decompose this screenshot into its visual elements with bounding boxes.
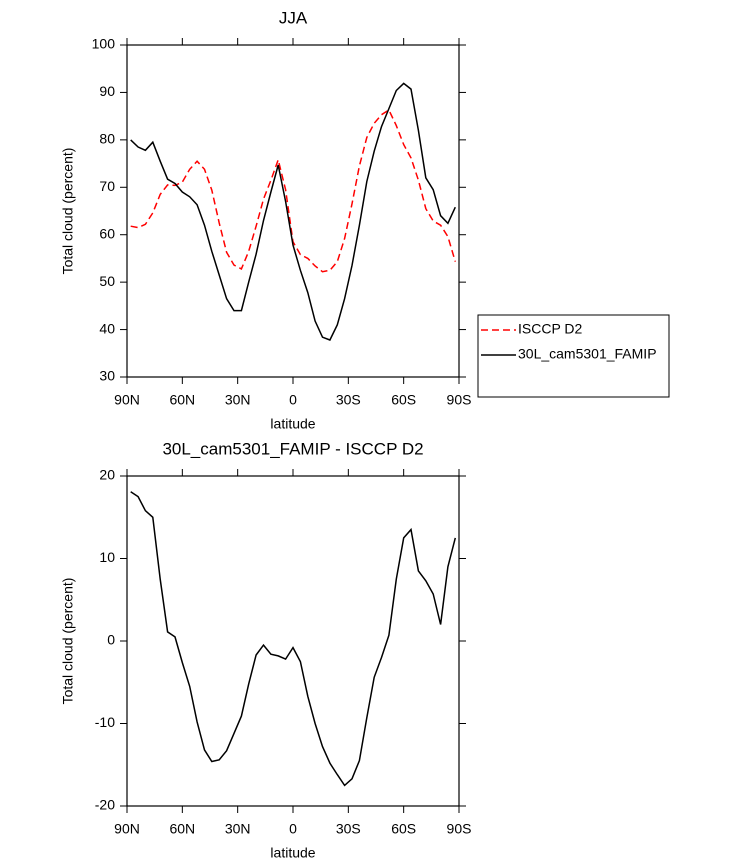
y-tick-label: 50 [99, 273, 115, 289]
y-tick-label: 20 [99, 467, 115, 483]
x-tick-label: 30S [336, 821, 361, 837]
x-tick-label: 90N [114, 821, 140, 837]
x-tick-label: 60S [391, 821, 416, 837]
chart-title: JJA [279, 8, 308, 27]
x-axis-label: latitude [270, 845, 315, 861]
x-tick-label: 30N [225, 821, 251, 837]
y-tick-label: 10 [99, 549, 115, 565]
y-tick-label: 70 [99, 178, 115, 194]
x-tick-label: 90S [447, 821, 472, 837]
x-axis-label: latitude [270, 416, 315, 432]
y-axis-label: Total cloud (percent) [60, 578, 76, 705]
x-tick-label: 60S [391, 392, 416, 408]
data-line [130, 82, 456, 341]
data-line [130, 491, 457, 787]
y-tick-label: -20 [95, 797, 115, 813]
y-tick-label: 100 [92, 36, 116, 52]
chart-title: 30L_cam5301_FAMIP - ISCCP D2 [162, 439, 423, 458]
plot-frame [126, 44, 460, 378]
y-tick-label: 0 [107, 632, 115, 648]
legend-label: 30L_cam5301_FAMIP [518, 346, 657, 362]
plot-frame [126, 475, 460, 807]
y-tick-label: -10 [95, 714, 115, 730]
y-axis-label: Total cloud (percent) [60, 148, 76, 275]
y-tick-label: 40 [99, 320, 115, 336]
y-tick-label: 90 [99, 83, 115, 99]
x-tick-label: 0 [289, 821, 297, 837]
y-tick-label: 60 [99, 225, 115, 241]
x-tick-label: 60N [169, 821, 195, 837]
y-tick-label: 30 [99, 368, 115, 384]
x-tick-label: 30N [225, 392, 251, 408]
x-tick-label: 60N [169, 392, 195, 408]
legend-label: ISCCP D2 [518, 321, 583, 337]
x-tick-label: 90N [114, 392, 140, 408]
x-tick-label: 30S [336, 392, 361, 408]
legend-box [477, 314, 670, 398]
x-tick-label: 90S [447, 392, 472, 408]
y-tick-label: 80 [99, 131, 115, 147]
x-tick-label: 0 [289, 392, 297, 408]
